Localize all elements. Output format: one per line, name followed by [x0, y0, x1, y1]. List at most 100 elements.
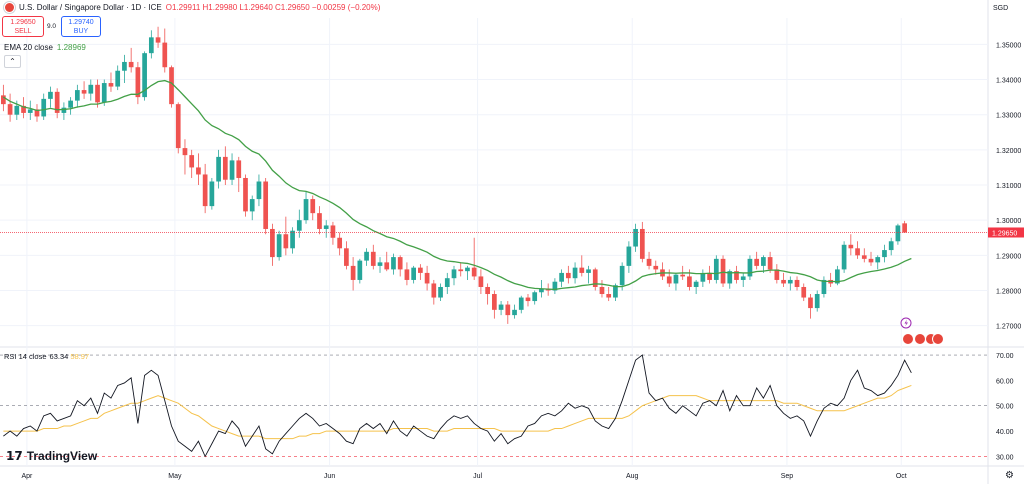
candle-body [579, 267, 585, 273]
candle-body [761, 257, 766, 266]
candle-body [478, 276, 484, 287]
candle-body [767, 257, 773, 270]
candle-body [377, 262, 383, 266]
rsi-bands [0, 354, 988, 457]
candle-body [619, 265, 625, 286]
rsi-tick-label: 70.00 [996, 353, 1014, 360]
candle-body [270, 228, 275, 258]
rsi-legend[interactable]: RSI 14 close 63.34 58.97 [4, 352, 89, 361]
symbol-title[interactable]: U.S. Dollar / Singapore Dollar · 1D · IC… [19, 3, 162, 12]
ema-legend[interactable]: EMA 20 close 1.28969 [4, 43, 86, 52]
candle-body [653, 265, 659, 270]
candle-body [794, 279, 800, 287]
last-price-label: 1.29650 [992, 230, 1017, 237]
price-axis[interactable]: 1.35000 1.34000 1.33000 1.32000 1.31000 1.300… [988, 42, 1024, 461]
sell-button[interactable]: 1.29650 SELL [2, 16, 44, 37]
currency-label[interactable]: SGD [993, 5, 1009, 12]
candle-body [209, 181, 215, 207]
time-axis[interactable]: Apr May Jun Jul Aug Sep Oct [21, 473, 906, 480]
candle-body [189, 155, 195, 168]
candle-body [68, 100, 73, 108]
candle-body [411, 267, 416, 280]
chart-header: U.S. Dollar / Singapore Dollar · 1D · IC… [4, 2, 380, 13]
candle-body [707, 272, 712, 280]
time-tick-label: Sep [781, 473, 794, 480]
candle-body [256, 181, 262, 200]
candle-body [364, 251, 369, 261]
candle-body [1, 95, 6, 105]
us-event-icon[interactable] [932, 333, 944, 345]
candle-body [444, 278, 450, 287]
candle-body [451, 269, 457, 279]
buy-price: 1.29740 [68, 19, 94, 26]
rsi-tick-label: 60.00 [996, 378, 1014, 385]
time-tick-label: Jul [473, 473, 482, 480]
candle-body [740, 276, 746, 280]
price-tick-label: 1.30000 [996, 218, 1021, 225]
candle-body [539, 288, 544, 293]
candle-body [498, 304, 504, 310]
us-event-icon[interactable] [914, 333, 926, 345]
candle-body [202, 174, 208, 207]
candle-body [458, 269, 464, 272]
candle-body [263, 181, 269, 229]
price-tick-label: 1.32000 [996, 148, 1021, 155]
buy-button[interactable]: 1.29740 BUY [61, 16, 101, 37]
candle-body [882, 250, 887, 258]
candle-body [74, 90, 80, 101]
candle-body [465, 267, 470, 272]
candle-body [249, 199, 255, 212]
candle-body [646, 258, 652, 266]
candle-body [888, 241, 894, 251]
gear-icon[interactable]: ⚙ [1005, 470, 1014, 481]
candle-body [370, 251, 376, 266]
rsi-tick-label: 50.00 [996, 404, 1014, 411]
candle-body [438, 286, 443, 298]
candle-body [337, 237, 343, 249]
candle-body [848, 244, 854, 249]
candle-body [525, 297, 531, 302]
candle-body [317, 213, 322, 229]
candle-body [101, 83, 107, 103]
candle-body [41, 98, 47, 117]
candle-body [512, 309, 517, 316]
candle-body [27, 109, 33, 113]
candle-body [7, 104, 13, 115]
candle-body [485, 286, 490, 295]
collapse-legend-icon[interactable]: ⌃ [4, 55, 21, 68]
brand-logo[interactable]: 𝟭𝟳 TradingView [6, 449, 97, 463]
candle-body [841, 244, 847, 270]
candle-body [713, 258, 719, 280]
candle-body [391, 257, 396, 270]
us-event-icon[interactable] [902, 333, 914, 345]
candle-body [505, 304, 511, 316]
candle-body [344, 248, 349, 266]
candle-body [142, 53, 147, 98]
candle-body [754, 258, 760, 266]
candle-body [626, 246, 632, 266]
price-tick-label: 1.31000 [996, 183, 1021, 190]
candle-body [108, 83, 114, 87]
candle-body [734, 271, 739, 280]
candle-body [397, 257, 403, 270]
candle-body [471, 267, 477, 277]
candle-body [875, 257, 881, 263]
candle-body [296, 220, 302, 231]
candle-body [330, 225, 336, 238]
candle-body [902, 223, 907, 233]
time-tick-label: May [168, 473, 182, 480]
candles [1, 26, 907, 324]
candle-body [418, 267, 423, 273]
candle-body [276, 234, 282, 258]
candle-body [808, 297, 813, 309]
candle-body [169, 67, 174, 105]
candle-body [81, 90, 87, 94]
candle-body [175, 104, 181, 149]
price-tick-label: 1.33000 [996, 113, 1021, 120]
event-badges[interactable] [898, 317, 944, 347]
price-tick-label: 1.35000 [996, 42, 1021, 49]
time-tick-label: Jun [324, 473, 335, 480]
rsi-legend-value: 63.34 [49, 352, 69, 361]
